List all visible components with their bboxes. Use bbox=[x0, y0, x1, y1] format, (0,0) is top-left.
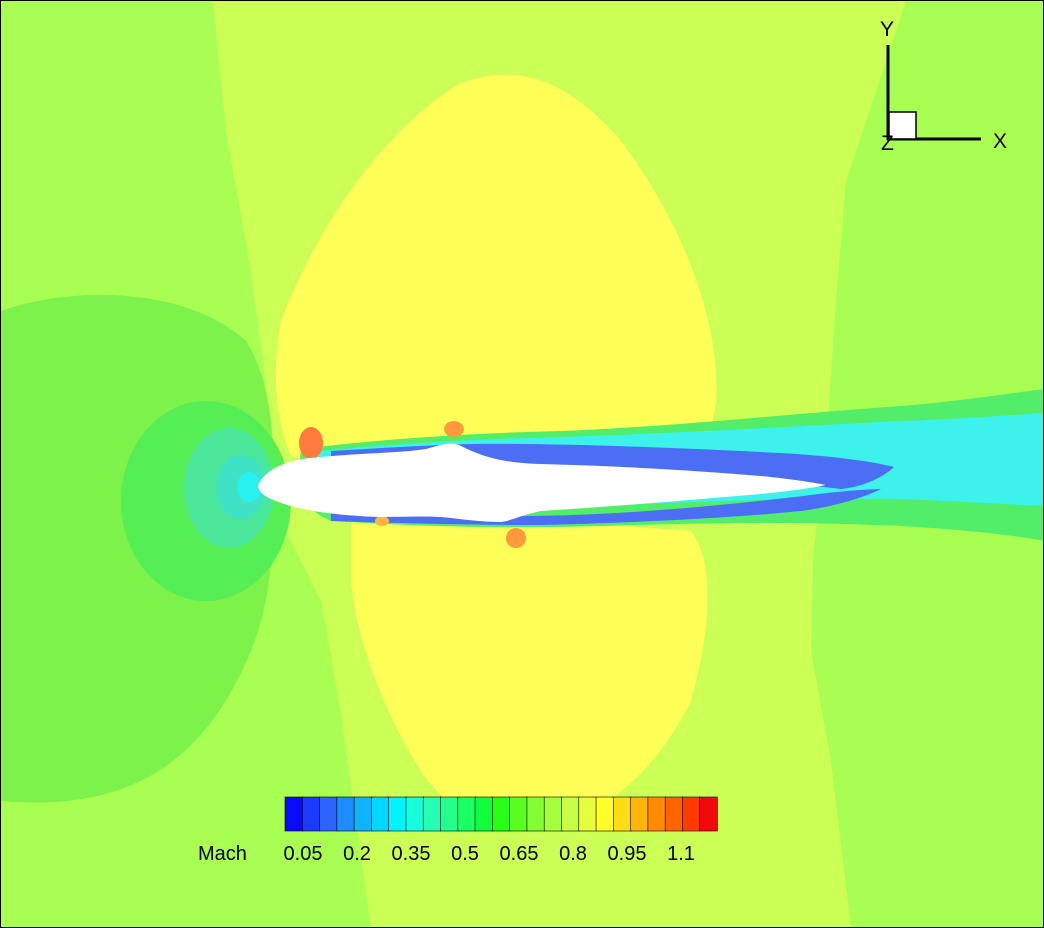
colorbar-cell bbox=[699, 796, 718, 832]
colorbar-tick-label: 0.2 bbox=[343, 843, 371, 865]
colorbar-cell bbox=[492, 796, 511, 832]
colorbar-cell bbox=[474, 796, 494, 832]
z-axis-label: Z bbox=[881, 132, 894, 155]
axes-triad: Y X Z bbox=[880, 18, 1007, 155]
colorbar-cell bbox=[664, 796, 684, 832]
z-axis-box bbox=[888, 111, 917, 140]
y-axis-label: Y bbox=[880, 18, 894, 41]
colorbar-cell bbox=[509, 796, 528, 832]
colorbar-cell bbox=[630, 796, 649, 832]
colorbar-tick-labels: 0.05 0.2 0.35 0.5 0.65 0.8 0.95 1.1 bbox=[284, 843, 695, 865]
body-shape bbox=[258, 443, 826, 522]
colorbar-cell bbox=[561, 796, 580, 832]
colorbar-tick-label: 0.95 bbox=[608, 843, 647, 865]
colorbar-tick-label: 0.5 bbox=[451, 843, 479, 865]
colorbar-cells bbox=[284, 796, 718, 832]
colorbar-cell bbox=[371, 796, 390, 832]
colorbar-tick-label: 0.35 bbox=[392, 843, 431, 865]
colorbar-cell bbox=[543, 796, 563, 832]
colorbar-tick-label: 0.65 bbox=[500, 843, 539, 865]
colorbar-cell bbox=[388, 796, 407, 832]
colorbar-cell bbox=[440, 796, 459, 832]
colorbar-cell bbox=[284, 796, 303, 832]
hot-spot-4 bbox=[375, 516, 389, 526]
colorbar-cell bbox=[405, 796, 424, 832]
colorbar-cell bbox=[319, 796, 338, 832]
x-axis-label: X bbox=[993, 130, 1007, 153]
colorbar-cell bbox=[613, 796, 632, 832]
colorbar-legend: 0.05 0.2 0.35 0.5 0.65 0.8 0.95 1.1 Mach bbox=[198, 796, 718, 865]
colorbar-title: Mach bbox=[198, 843, 247, 865]
colorbar-tick-label: 0.05 bbox=[284, 843, 323, 865]
hot-spot-2 bbox=[444, 421, 464, 437]
hot-spot-1 bbox=[299, 427, 323, 459]
colorbar-tick-label: 1.1 bbox=[667, 843, 695, 865]
colorbar-cell bbox=[647, 796, 666, 832]
colorbar-cell bbox=[301, 796, 321, 832]
colorbar-cell bbox=[457, 796, 476, 832]
colorbar-cell bbox=[353, 796, 373, 832]
colorbar-cell bbox=[682, 796, 701, 832]
colorbar-cell bbox=[336, 796, 355, 832]
colorbar-cell bbox=[422, 796, 442, 832]
colorbar-cell bbox=[578, 796, 597, 832]
stagnation-ring-3 bbox=[237, 472, 261, 502]
colorbar-cell bbox=[595, 796, 615, 832]
colorbar-tick-label: 0.8 bbox=[559, 843, 587, 865]
hot-spot-3 bbox=[506, 528, 526, 548]
colorbar-cell bbox=[526, 796, 545, 832]
